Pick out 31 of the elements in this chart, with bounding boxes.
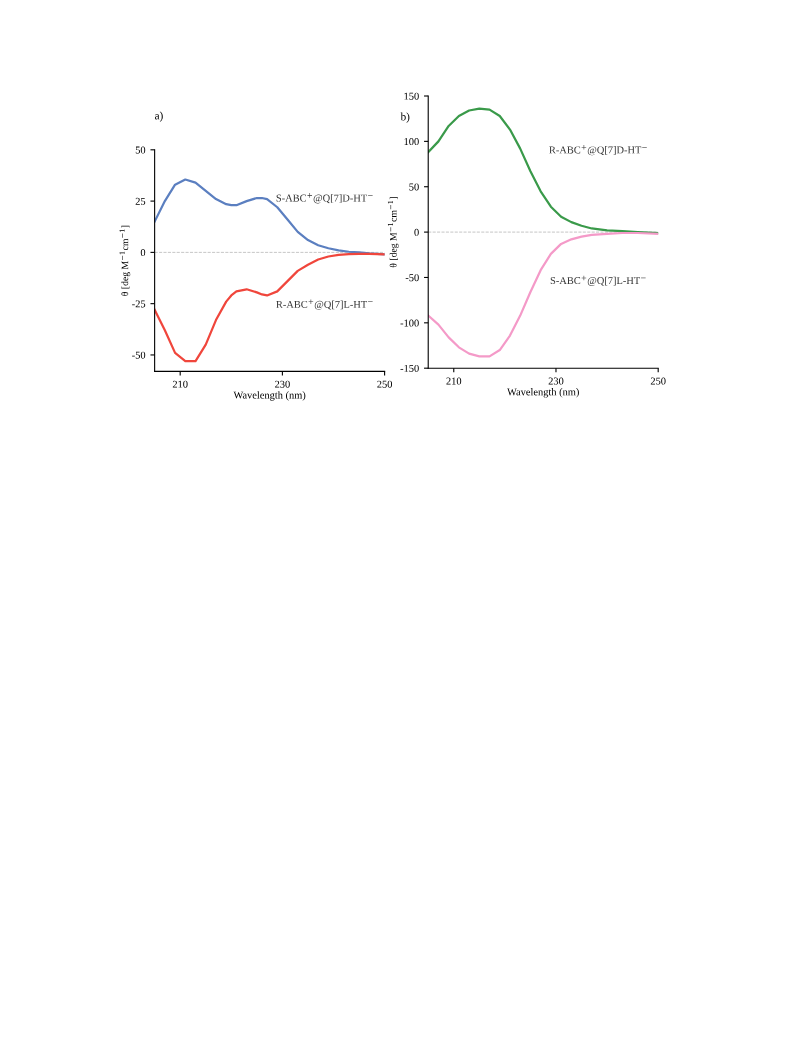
y-tick-label: 50 [409, 183, 419, 191]
y-tick-label: 100 [404, 138, 419, 146]
text: b) [400, 112, 410, 123]
text: R-ABC$^{+}$@Q[7]D-HT$^{−}$ [549, 145, 647, 156]
x-axis-title: Wavelength (nm) [507, 388, 579, 398]
y-tick-label: 150 [404, 92, 419, 100]
line-series [428, 231, 659, 358]
x-tick-label: 210 [446, 377, 462, 385]
y-tick-label: -150 [400, 364, 419, 372]
x-tick-label: 230 [275, 380, 290, 388]
y-tick-label: -50 [405, 274, 419, 282]
series-label: S-ABC$^{+}$@Q[7]L-HT$^{−}$ [550, 275, 646, 286]
x-tick-label: 250 [377, 380, 393, 388]
y-tick-label: -50 [132, 351, 146, 359]
y-tick-label: -25 [132, 300, 146, 308]
series-label: R-ABC$^{+}$@Q[7]L-HT$^{−}$ [276, 299, 373, 310]
x-axis-title: Wavelength (nm) [233, 391, 306, 401]
line-series [154, 252, 385, 363]
y-tick-label: 0 [414, 228, 419, 236]
y-tick-label: 0 [140, 249, 146, 257]
series-label: S-ABC$^{+}$@Q[7]D-HT$^{−}$ [276, 193, 373, 204]
chart-title: a) [155, 111, 163, 122]
y-axis-title: θ [deg M$^{−1}$cm$^{−1}$] [119, 225, 131, 296]
y-tick-label: -100 [400, 319, 419, 327]
x-tick-label: 250 [650, 377, 666, 385]
line-series [428, 107, 659, 235]
y-axis-title: θ [deg M$^{−1}$cm$^{−1}$] [387, 197, 399, 268]
y-tick-label: 50 [135, 146, 146, 154]
y-tick-label: 25 [135, 197, 146, 205]
x-tick-label: 210 [172, 380, 188, 388]
x-tick-label: 230 [548, 377, 564, 385]
